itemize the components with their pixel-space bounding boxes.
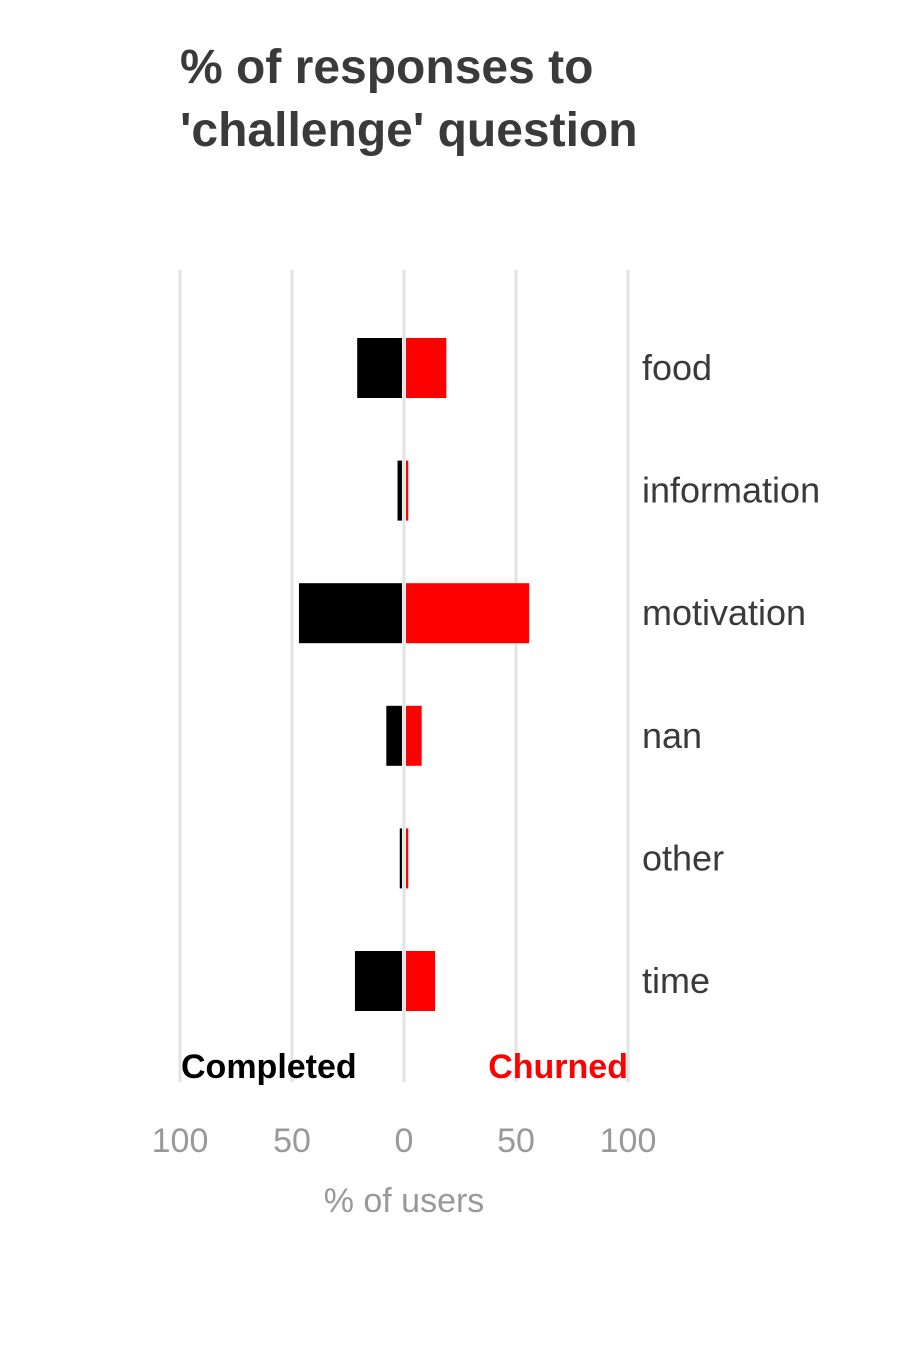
bar-completed-food xyxy=(357,338,402,398)
category-labels: food information motivation nan other time xyxy=(642,347,820,1001)
bar-churned-motivation xyxy=(406,583,530,644)
bar-completed-time xyxy=(354,951,402,1011)
x-tick-label-0: 100 xyxy=(152,1122,209,1160)
bars xyxy=(298,338,530,1011)
category-label-motivation: motivation xyxy=(642,592,806,633)
bar-churned-food xyxy=(406,338,447,398)
category-label-other: other xyxy=(642,837,724,878)
bar-churned-time xyxy=(406,951,436,1011)
legend: Completed Churned xyxy=(181,1048,628,1086)
bar-churned-nan xyxy=(406,705,422,766)
category-label-time: time xyxy=(642,960,710,1001)
category-label-information: information xyxy=(642,470,820,511)
x-tick-label-1: 50 xyxy=(273,1122,311,1160)
bar-completed-other xyxy=(399,828,402,889)
x-tick-label-3: 50 xyxy=(497,1122,535,1160)
category-label-nan: nan xyxy=(642,715,702,756)
legend-completed: Completed xyxy=(181,1048,357,1086)
bar-churned-other xyxy=(406,828,409,889)
gridlines xyxy=(178,270,630,1082)
x-tick-label-4: 100 xyxy=(600,1122,657,1160)
legend-churned: Churned xyxy=(488,1048,628,1086)
bar-completed-information xyxy=(397,460,402,521)
chart-title: % of responses to 'challenge' question xyxy=(180,41,638,157)
chart-title-line-2: 'challenge' question xyxy=(180,104,638,157)
bar-completed-motivation xyxy=(298,583,402,644)
bar-churned-information xyxy=(406,460,409,521)
chart-title-line-1: % of responses to xyxy=(180,41,593,94)
category-label-food: food xyxy=(642,347,712,388)
bar-completed-nan xyxy=(386,705,402,766)
x-axis-ticks: 100 50 0 50 100 xyxy=(152,1122,657,1160)
x-axis-title: % of users xyxy=(324,1182,485,1220)
x-tick-label-2: 0 xyxy=(395,1122,414,1160)
